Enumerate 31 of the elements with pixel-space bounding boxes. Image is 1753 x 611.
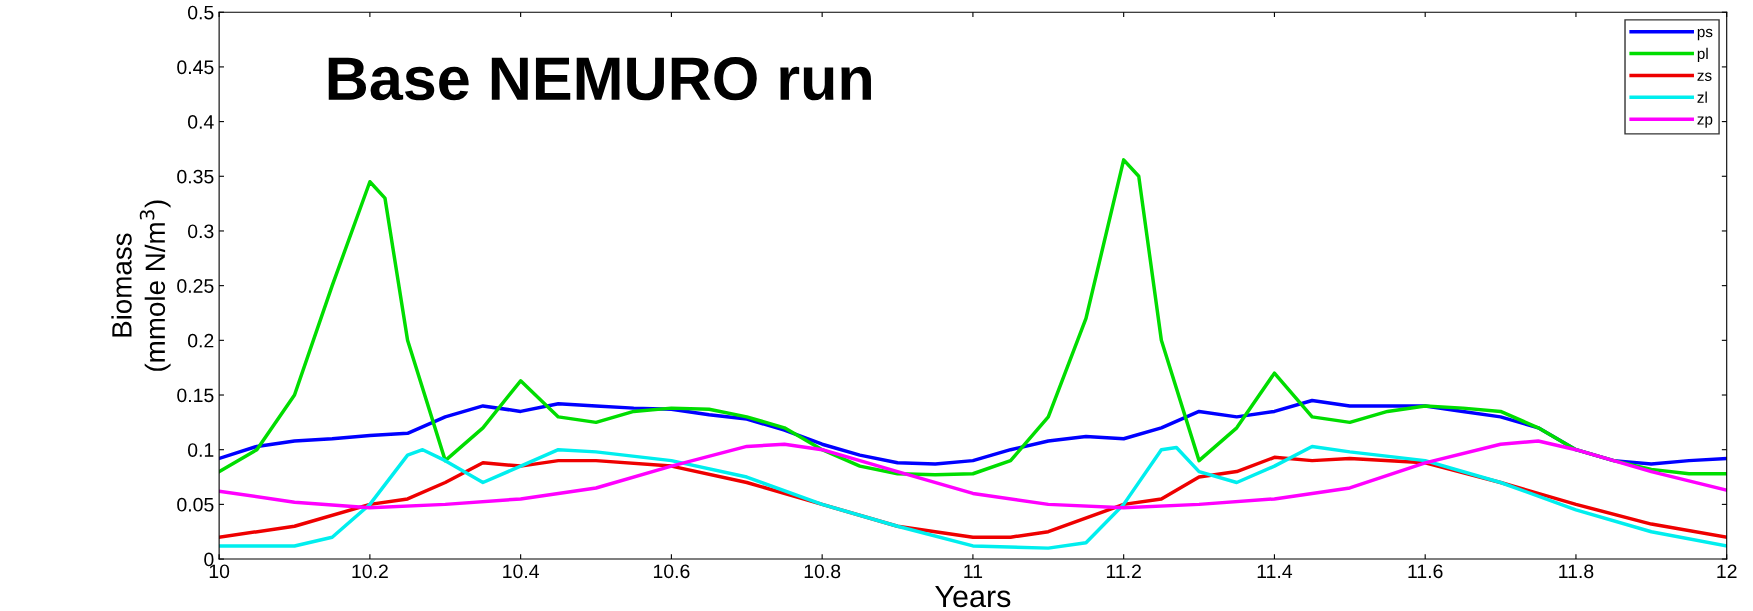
x-tick-label: 11.8 [1559,564,1594,579]
legend-label: zl [1697,91,1707,103]
y-tick-label: 0.4 [188,115,214,129]
y-tick-label: 0.25 [177,279,214,293]
x-axis-title: Years [935,585,1011,608]
line-series [219,439,1727,510]
legend-label: zs [1697,72,1712,81]
line-series [219,158,1727,477]
y-tick-label: 0.45 [177,60,214,75]
y-tick-label: 0.15 [177,388,214,403]
y-tick-label: 0.35 [177,169,214,184]
x-tick-label: 12 [1717,564,1737,579]
x-tick-label: 10.8 [804,564,841,579]
y-tick-label: 0.05 [177,497,214,512]
x-tick-label: 11.2 [1106,564,1141,579]
y-tick-label: 0.2 [188,333,214,348]
text: Base NEMURO run [328,57,871,101]
line-series [219,444,1727,550]
x-tick-label: 10.2 [352,564,388,579]
legend-label: zp [1697,116,1713,128]
x-tick-label: 11.4 [1257,564,1293,579]
legend-label: pl [1697,47,1708,63]
y-axis-title: Biomass (mmole N/m$^{3}$) [111,200,171,371]
x-tick-label: 10.6 [653,564,690,579]
y-tick-label: 0.3 [188,224,214,239]
x-tick-label: 10.4 [503,564,539,579]
x-tick-label: 11 [964,564,983,579]
y-tick-label: 0.1 [188,443,214,457]
legend-label: ps [1697,28,1713,41]
y-tick-label: 0.5 [188,5,214,20]
x-tick-label: 11.6 [1408,564,1443,579]
